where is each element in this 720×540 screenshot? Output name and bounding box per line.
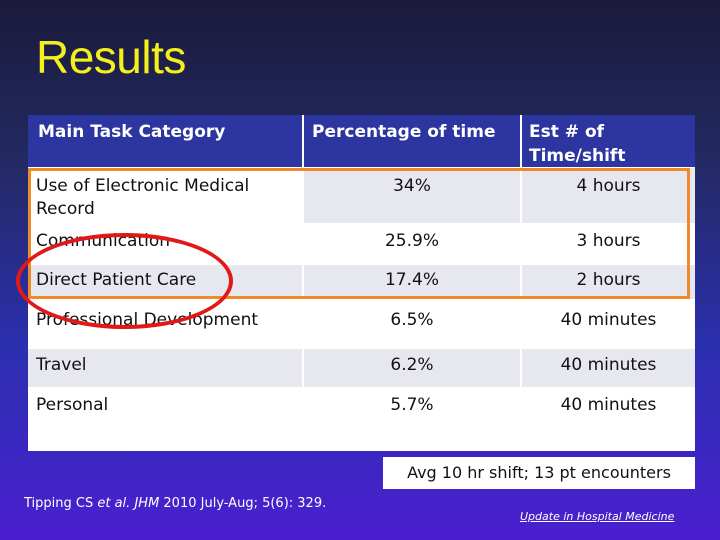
red-ellipse [16, 233, 233, 329]
row-time: 40 minutes [560, 395, 657, 415]
citation: Tipping CS et al. JHM 2010 July-Aug; 5(6… [24, 496, 327, 511]
header-percentage: Percentage of time [304, 115, 520, 167]
table-row: Travel 6.2% 40 minutes [28, 349, 695, 387]
row-percentage: 34% [304, 168, 520, 223]
row-category: Use of Electronic Medical Record [36, 176, 250, 219]
header-task-category: Main Task Category [28, 115, 302, 167]
row-percentage: 17.4% [304, 265, 520, 299]
shift-summary-note: Avg 10 hr shift; 13 pt encounters [383, 457, 695, 489]
table-row: Personal 5.7% 40 minutes [28, 388, 695, 428]
row-time: 40 minutes [560, 310, 657, 330]
conference-logo: Update in Hospital Medicine [520, 510, 675, 523]
header-time-per-shift: Est # of Time/shift [522, 115, 695, 167]
row-percentage: 6.5% [390, 310, 434, 330]
row-percentage: 25.9% [384, 231, 439, 251]
row-percentage: 6.2% [304, 349, 520, 387]
slide-title: Results [36, 31, 186, 83]
row-category: Personal [36, 395, 109, 415]
row-time: 3 hours [576, 231, 641, 251]
table-row: Use of Electronic Medical Record 34% 4 h… [28, 168, 695, 223]
row-time: 2 hours [522, 265, 695, 299]
row-time: 4 hours [522, 168, 695, 223]
highlight-box [28, 168, 690, 299]
row-time: 40 minutes [522, 349, 695, 387]
row-percentage: 5.7% [390, 395, 434, 415]
row-category: Travel [28, 349, 302, 387]
